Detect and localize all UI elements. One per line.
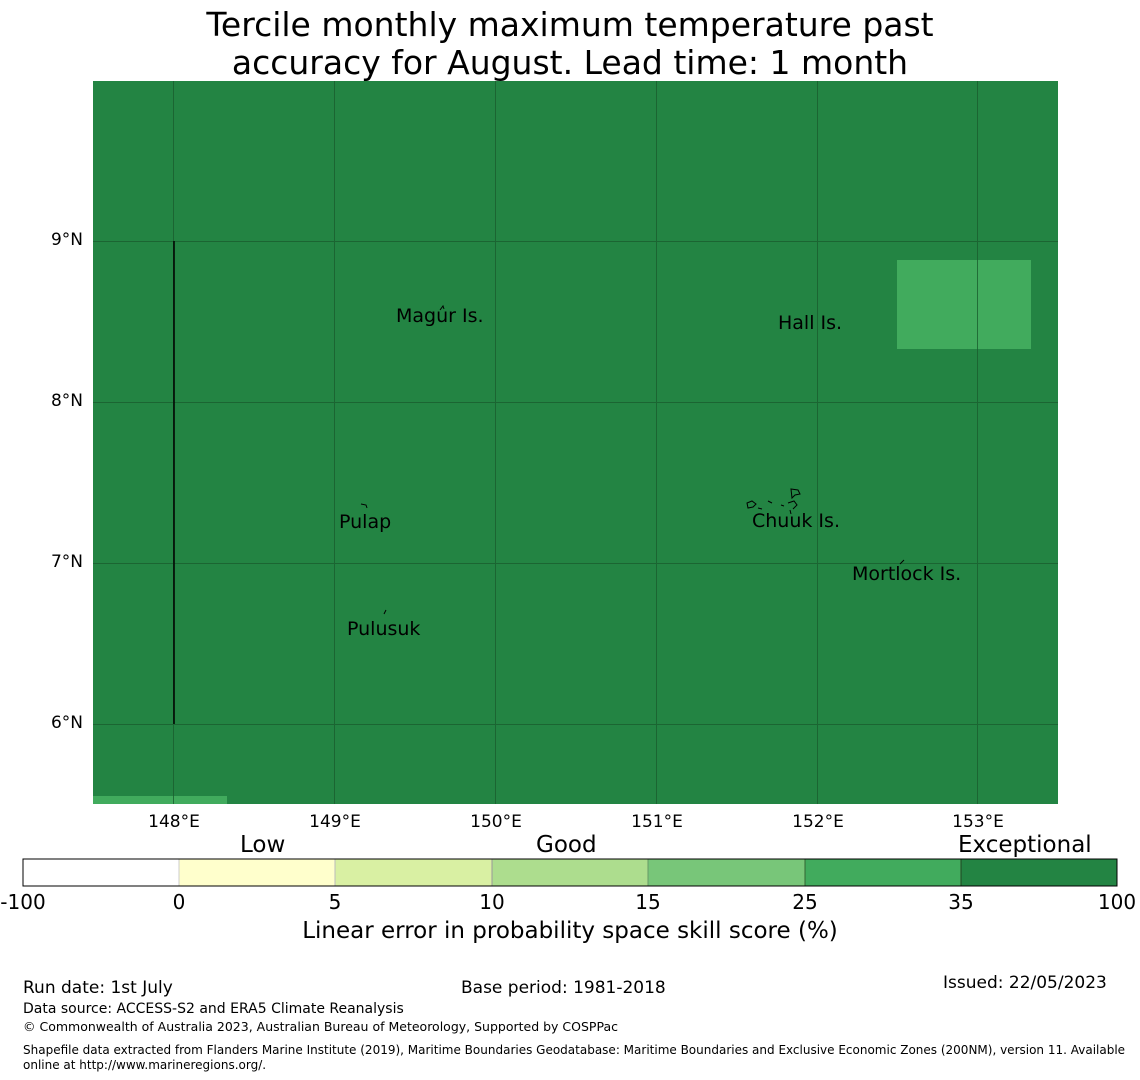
map-background bbox=[93, 81, 1058, 804]
chart-title-line1: Tercile monthly maximum temperature past bbox=[206, 5, 934, 44]
issued-date: Issued: 22/05/2023 bbox=[943, 973, 1107, 993]
island-chuuk-lagoon bbox=[746, 500, 757, 509]
run-date: Run date: 1st July bbox=[23, 978, 173, 998]
colorbar-seg-5 bbox=[647, 858, 806, 887]
colorbar-seg-7 bbox=[960, 858, 1118, 887]
place-label-magur: Magur Is. bbox=[396, 305, 484, 327]
lat-tick-8: 8°N bbox=[50, 391, 83, 411]
place-label-pulusuk: Pulusuk bbox=[347, 618, 421, 640]
place-label-pulap: Pulap bbox=[339, 511, 392, 533]
data-source: Data source: ACCESS-S2 and ERA5 Climate … bbox=[23, 1001, 404, 1017]
lon-tick-149: 149°E bbox=[309, 812, 361, 832]
place-label-hall: Hall Is. bbox=[778, 312, 843, 334]
island-magur bbox=[439, 304, 445, 311]
lat-tick-7: 7°N bbox=[50, 552, 83, 572]
island-outlines bbox=[360, 304, 905, 615]
colorbar-tick-15: 15 bbox=[635, 890, 661, 914]
lon-tick-152: 152°E bbox=[792, 812, 844, 832]
lon-tick-148: 148°E bbox=[148, 812, 200, 832]
colorbar-category-good: Good bbox=[536, 832, 597, 858]
lon-tick-150: 150°E bbox=[470, 812, 522, 832]
colorbar-seg-2 bbox=[178, 858, 336, 887]
colorbar-category-exceptional: Exceptional bbox=[958, 832, 1092, 858]
island-pulap bbox=[360, 503, 368, 509]
place-label-mortlock: Mortlock Is. bbox=[852, 563, 962, 585]
island-chuuk-main bbox=[790, 488, 801, 500]
lon-tick-151: 151°E bbox=[631, 812, 683, 832]
colorbar-label: Linear error in probability space skill … bbox=[302, 918, 838, 944]
island-hall bbox=[899, 559, 905, 565]
lat-tick-6: 6°N bbox=[50, 713, 83, 733]
colorbar-tick-neg100: -100 bbox=[0, 890, 46, 914]
copyright: © Commonwealth of Australia 2023, Austra… bbox=[23, 1019, 618, 1034]
colorbar-tick-35: 35 bbox=[948, 890, 974, 914]
base-period: Base period: 1981-2018 bbox=[461, 978, 666, 998]
skill-patch-southwest bbox=[93, 796, 227, 804]
chart-title-line2: accuracy for August. Lead time: 1 month bbox=[231, 43, 909, 82]
skill-patch-northeast bbox=[897, 260, 1031, 349]
island-pulusuk bbox=[383, 609, 387, 615]
colorbar-seg-3 bbox=[334, 858, 493, 887]
colorbar-seg-6 bbox=[804, 858, 962, 887]
colorbar-tick-25: 25 bbox=[792, 890, 818, 914]
lon-tick-153: 153°E bbox=[952, 812, 1004, 832]
colorbar-tick-0: 0 bbox=[172, 890, 186, 914]
colorbar-seg-1 bbox=[22, 858, 180, 887]
shapefile-credit-line1: Shapefile data extracted from Flanders M… bbox=[23, 1043, 1126, 1057]
colorbar-frame bbox=[22, 858, 1118, 887]
shapefile-credit-line2: online at http://www.marineregions.org/. bbox=[23, 1058, 267, 1072]
lat-tick-9: 9°N bbox=[50, 230, 83, 250]
colorbar-seg-4 bbox=[491, 858, 649, 887]
colorbar bbox=[22, 858, 1118, 887]
place-label-chuuk: Chuuk Is. bbox=[752, 510, 840, 532]
colorbar-tick-5: 5 bbox=[328, 890, 342, 914]
colorbar-category-low: Low bbox=[240, 832, 286, 858]
colorbar-tick-10: 10 bbox=[479, 890, 505, 914]
island-chuuk-reef bbox=[757, 500, 798, 515]
colorbar-tick-100: 100 bbox=[1097, 890, 1137, 914]
